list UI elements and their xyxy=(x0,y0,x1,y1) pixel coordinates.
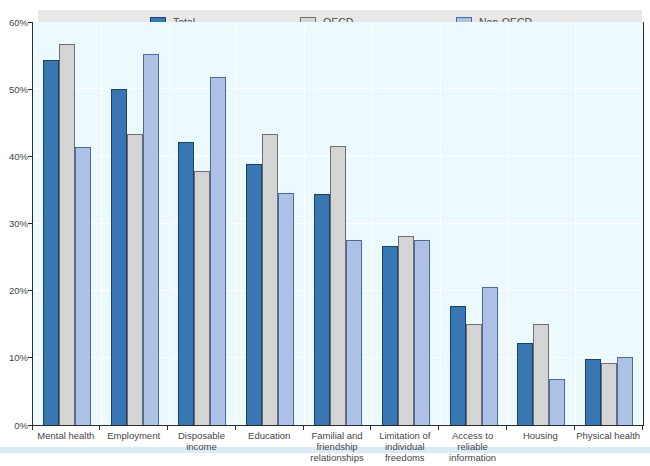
bar-oecd xyxy=(601,363,617,425)
bar-total xyxy=(43,60,59,425)
bar-total xyxy=(450,306,466,425)
bar-oecd xyxy=(330,146,346,425)
y-tick-label: 0% xyxy=(2,420,28,431)
bar-group xyxy=(440,22,508,425)
bar-group xyxy=(101,22,169,425)
bar-group xyxy=(304,22,372,425)
y-tick-label: 30% xyxy=(2,218,28,229)
bar-group xyxy=(372,22,440,425)
bar-non-oecd xyxy=(549,379,565,425)
y-tick xyxy=(28,22,32,23)
bar-non-oecd xyxy=(617,357,633,426)
bar-chart: Total OECD Non-OECD 0%10%20%30%40%50%60%… xyxy=(0,0,650,466)
y-tick-label: 60% xyxy=(2,17,28,28)
y-tick xyxy=(28,290,32,291)
bar-oecd xyxy=(127,134,143,426)
y-tick-label: 10% xyxy=(2,352,28,363)
bar-non-oecd xyxy=(210,77,226,425)
y-tick xyxy=(28,89,32,90)
bar-group xyxy=(33,22,101,425)
bar-total xyxy=(314,194,330,425)
bar-non-oecd xyxy=(414,240,430,425)
bar-non-oecd xyxy=(278,193,294,425)
x-category-label: Familial and friendship relationships xyxy=(303,430,371,463)
bar-oecd xyxy=(466,324,482,425)
bar-total xyxy=(585,359,601,425)
bar-group xyxy=(507,22,575,425)
y-tick xyxy=(28,156,32,157)
bar-groups xyxy=(33,22,643,425)
bar-oecd xyxy=(59,44,75,425)
bar-non-oecd xyxy=(346,240,362,425)
x-category-label: Physical health xyxy=(574,430,642,463)
y-tick xyxy=(28,223,32,224)
bar-oecd xyxy=(398,236,414,425)
x-category-label: Employment xyxy=(100,430,168,463)
bar-total xyxy=(111,89,127,425)
bar-non-oecd xyxy=(482,287,498,425)
y-tick-label: 20% xyxy=(2,285,28,296)
y-tick-label: 50% xyxy=(2,84,28,95)
bar-group xyxy=(169,22,237,425)
bar-group xyxy=(575,22,643,425)
bar-oecd xyxy=(533,324,549,425)
bar-total xyxy=(246,164,262,425)
bar-total xyxy=(517,343,533,425)
x-category-label: Limitation of individual freedoms xyxy=(371,430,439,463)
bar-non-oecd xyxy=(75,147,91,425)
bar-oecd xyxy=(262,134,278,426)
bar-group xyxy=(236,22,304,425)
x-axis-labels: Mental healthEmploymentDisposable income… xyxy=(32,430,642,463)
y-tick xyxy=(28,357,32,358)
x-category-label: Education xyxy=(235,430,303,463)
x-category-label: Disposable income xyxy=(168,430,236,463)
bar-non-oecd xyxy=(143,54,159,425)
plot-area xyxy=(32,22,644,426)
x-category-label: Access to reliable information xyxy=(439,430,507,463)
y-tick-label: 40% xyxy=(2,151,28,162)
bar-oecd xyxy=(194,171,210,425)
bar-total xyxy=(178,142,194,425)
bar-total xyxy=(382,246,398,425)
x-category-label: Mental health xyxy=(32,430,100,463)
x-category-label: Housing xyxy=(506,430,574,463)
